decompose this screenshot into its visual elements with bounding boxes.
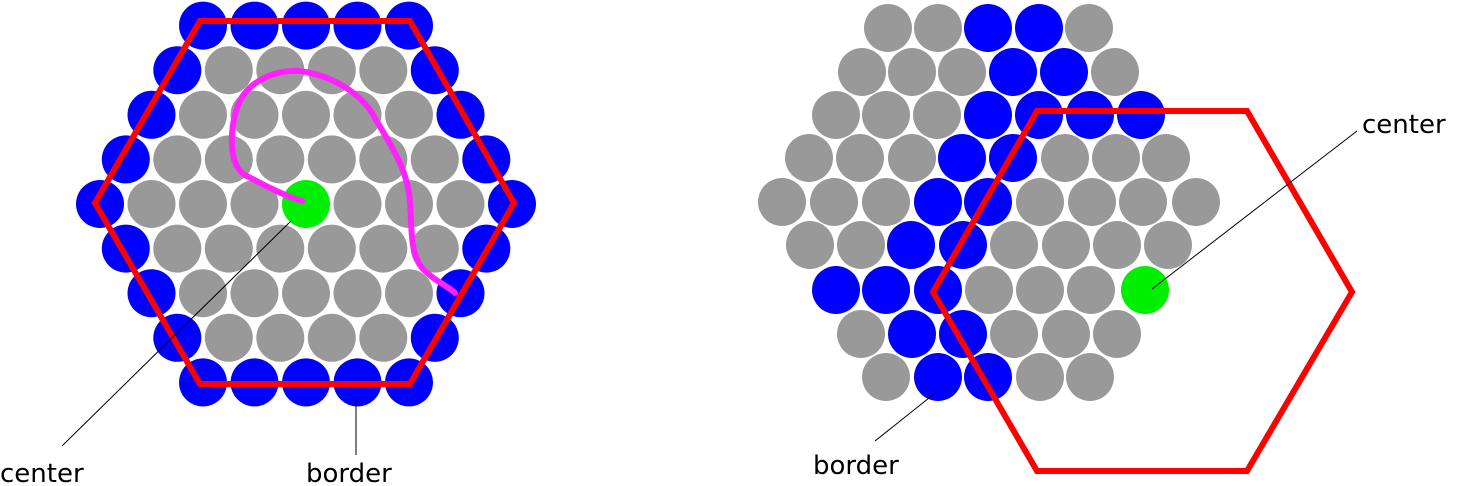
right-interior-cell	[1144, 221, 1192, 269]
left-interior-cell	[385, 91, 433, 139]
left-interior-cell	[128, 180, 176, 228]
right-interior-cell	[786, 221, 834, 269]
left-interior-cell	[385, 269, 433, 317]
right-interior-cell	[785, 134, 833, 182]
right-border-cell	[862, 266, 910, 314]
left-border-cell	[231, 2, 279, 50]
left-interior-cell	[359, 46, 407, 94]
right-interior-cell	[837, 221, 885, 269]
left-interior-cell	[359, 314, 407, 362]
right-lattice-panel: center border	[758, 4, 1446, 481]
right-interior-cell	[836, 134, 884, 182]
left-interior-cell	[205, 46, 253, 94]
right-interior-cell	[888, 134, 936, 182]
left-border-cell	[334, 2, 382, 50]
left-interior-cell	[411, 135, 459, 183]
left-border-cell	[385, 2, 433, 50]
left-interior-cell	[308, 135, 356, 183]
left-interior-cell	[359, 225, 407, 273]
right-border-cell	[1117, 91, 1165, 139]
left-interior-cell	[256, 135, 304, 183]
right-border-cell	[914, 178, 962, 226]
left-interior-cell	[179, 91, 227, 139]
left-interior-cell	[256, 314, 304, 362]
left-interior-cell	[179, 180, 227, 228]
right-interior-cell	[1091, 48, 1139, 96]
right-border-cell	[989, 48, 1037, 96]
left-interior-cell	[308, 314, 356, 362]
right-border-cell	[914, 353, 962, 401]
right-interior-cell	[864, 4, 912, 52]
right-border-cell	[938, 134, 986, 182]
right-interior-cell	[913, 91, 961, 139]
right-interior-cell	[1093, 221, 1141, 269]
right-border-cell	[888, 310, 936, 358]
right-interior-cell	[1092, 134, 1140, 182]
right-interior-cell	[888, 48, 936, 96]
right-border-cell	[812, 266, 860, 314]
right-border-cell	[914, 266, 962, 314]
right-interior-cell	[758, 178, 806, 226]
right-interior-cell	[1041, 134, 1089, 182]
right-interior-cell	[862, 353, 910, 401]
right-interior-cell	[837, 310, 885, 358]
left-interior-cell	[437, 180, 485, 228]
left-center-label: center	[0, 459, 84, 486]
right-interior-cell	[1042, 310, 1090, 358]
right-border-cell	[964, 4, 1012, 52]
right-border-cell	[1040, 48, 1088, 96]
right-interior-cell	[812, 91, 860, 139]
right-interior-cell	[965, 266, 1013, 314]
right-border-cell	[1066, 91, 1114, 139]
right-interior-cell	[1067, 266, 1115, 314]
right-interior-cell	[862, 178, 910, 226]
right-border-cell	[1015, 4, 1063, 52]
right-interior-cell	[938, 48, 986, 96]
right-interior-cell	[1068, 178, 1116, 226]
right-interior-cell	[1093, 310, 1141, 358]
right-interior-cell	[1016, 266, 1064, 314]
left-interior-cell	[282, 269, 330, 317]
right-interior-cell	[990, 221, 1038, 269]
right-interior-cell	[1119, 178, 1167, 226]
left-lattice-panel: center border	[0, 2, 536, 486]
right-lattice-cells	[758, 4, 1220, 401]
left-interior-cell	[205, 314, 253, 362]
left-interior-cell	[308, 225, 356, 273]
right-interior-cell	[1172, 178, 1220, 226]
left-border-cell	[282, 2, 330, 50]
left-lattice-cells	[76, 2, 536, 407]
left-interior-cell	[334, 269, 382, 317]
right-center-cell	[1121, 266, 1169, 314]
left-center-cell	[282, 180, 330, 228]
right-interior-cell	[1042, 221, 1090, 269]
right-border-leader-line	[875, 394, 934, 441]
left-border-cell	[76, 180, 124, 228]
right-interior-cell	[1065, 4, 1113, 52]
right-center-label: center	[1362, 110, 1446, 140]
left-border-label: border	[306, 459, 392, 486]
left-interior-cell	[282, 91, 330, 139]
left-interior-cell	[334, 180, 382, 228]
right-interior-cell	[862, 91, 910, 139]
right-interior-cell	[914, 4, 962, 52]
right-interior-cell	[1016, 178, 1064, 226]
right-interior-cell	[1066, 353, 1114, 401]
left-interior-cell	[153, 225, 201, 273]
left-interior-cell	[231, 269, 279, 317]
left-interior-cell	[153, 135, 201, 183]
right-border-cell	[964, 91, 1012, 139]
right-interior-cell	[1016, 353, 1064, 401]
right-interior-cell	[1142, 134, 1190, 182]
right-interior-cell	[810, 178, 858, 226]
left-interior-cell	[179, 269, 227, 317]
right-interior-cell	[838, 48, 886, 96]
right-interior-cell	[990, 310, 1038, 358]
right-border-cell	[887, 221, 935, 269]
right-border-label: border	[813, 451, 899, 481]
